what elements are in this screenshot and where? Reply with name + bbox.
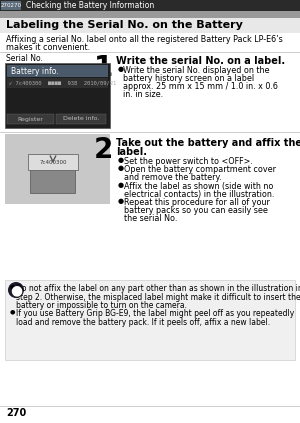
Text: Register: Register (17, 116, 43, 121)
Text: makes it convenient.: makes it convenient. (6, 43, 90, 52)
Text: Open the battery compartment cover: Open the battery compartment cover (124, 165, 276, 174)
Bar (56, 114, 106, 124)
Circle shape (8, 282, 24, 298)
Text: Affixing a serial No. label onto all the registered Battery Pack LP-E6’s: Affixing a serial No. label onto all the… (6, 35, 283, 44)
Text: the serial No.: the serial No. (124, 214, 177, 223)
Text: and remove the battery.: and remove the battery. (124, 173, 222, 182)
Text: ●: ● (10, 284, 16, 289)
Text: Battery info.: Battery info. (11, 66, 58, 75)
Text: in. in size.: in. in size. (123, 90, 163, 99)
Text: electrical contacts) in the illustration.: electrical contacts) in the illustration… (124, 190, 274, 199)
Text: ●: ● (118, 165, 124, 171)
Text: 1: 1 (94, 54, 113, 82)
Bar (7, 78, 108, 88)
Text: Checking the Battery Information: Checking the Battery Information (26, 1, 154, 10)
Text: ●: ● (10, 310, 16, 314)
Bar (28, 154, 78, 170)
Text: ●: ● (118, 198, 124, 204)
Text: If you use Battery Grip BG-E9, the label might peel off as you repeatedly: If you use Battery Grip BG-E9, the label… (16, 310, 294, 319)
Text: battery history screen on a label: battery history screen on a label (123, 74, 254, 83)
Text: approx. 25 mm x 15 mm / 1.0 in. x 0.6: approx. 25 mm x 15 mm / 1.0 in. x 0.6 (123, 82, 278, 91)
Bar (0, 18, 300, 33)
Bar (5, 280, 295, 360)
Text: ●: ● (118, 157, 124, 163)
Text: Delete info.: Delete info. (63, 116, 99, 121)
Bar (7, 114, 54, 124)
Bar (30, 165, 75, 193)
Text: 7c400300: 7c400300 (39, 159, 67, 165)
Text: ●: ● (118, 181, 124, 187)
Bar (7, 65, 108, 77)
Text: load and remove the battery pack. If it peels off, affix a new label.: load and remove the battery pack. If it … (16, 318, 270, 327)
Text: ●: ● (10, 283, 22, 297)
Text: Write the serial No. on a label.: Write the serial No. on a label. (116, 56, 285, 66)
Bar (5, 63, 110, 128)
Text: 2: 2 (94, 136, 113, 164)
Text: Do not affix the label on any part other than as shown in the illustration in: Do not affix the label on any part other… (16, 284, 300, 293)
Text: label.: label. (116, 147, 147, 157)
Text: battery packs so you can easily see: battery packs so you can easily see (124, 206, 268, 215)
Bar (0, 0, 300, 11)
Text: step 2. Otherwise, the misplaced label might make it difficult to insert the: step 2. Otherwise, the misplaced label m… (16, 292, 300, 302)
Text: Write the serial No. displayed on the: Write the serial No. displayed on the (123, 66, 269, 75)
Text: Affix the label as shown (side with no: Affix the label as shown (side with no (124, 181, 273, 191)
Text: Set the power switch to <OFF>.: Set the power switch to <OFF>. (124, 157, 253, 166)
Text: ✓ 7c400300  ■■■■  938  2010/09/21: ✓ 7c400300 ■■■■ 938 2010/09/21 (9, 80, 116, 85)
Text: 270270: 270270 (1, 3, 22, 8)
Text: Take out the battery and affix the: Take out the battery and affix the (116, 138, 300, 148)
Text: Repeat this procedure for all of your: Repeat this procedure for all of your (124, 198, 270, 207)
Text: Serial No.: Serial No. (6, 54, 43, 63)
Bar (0, 11, 300, 18)
Text: 270: 270 (6, 408, 26, 418)
Text: Labeling the Serial No. on the Battery: Labeling the Serial No. on the Battery (6, 20, 243, 30)
Bar (1, 1, 21, 10)
Text: battery or impossible to turn on the camera.: battery or impossible to turn on the cam… (16, 301, 187, 310)
Bar (5, 134, 110, 204)
Text: ●: ● (118, 66, 124, 72)
